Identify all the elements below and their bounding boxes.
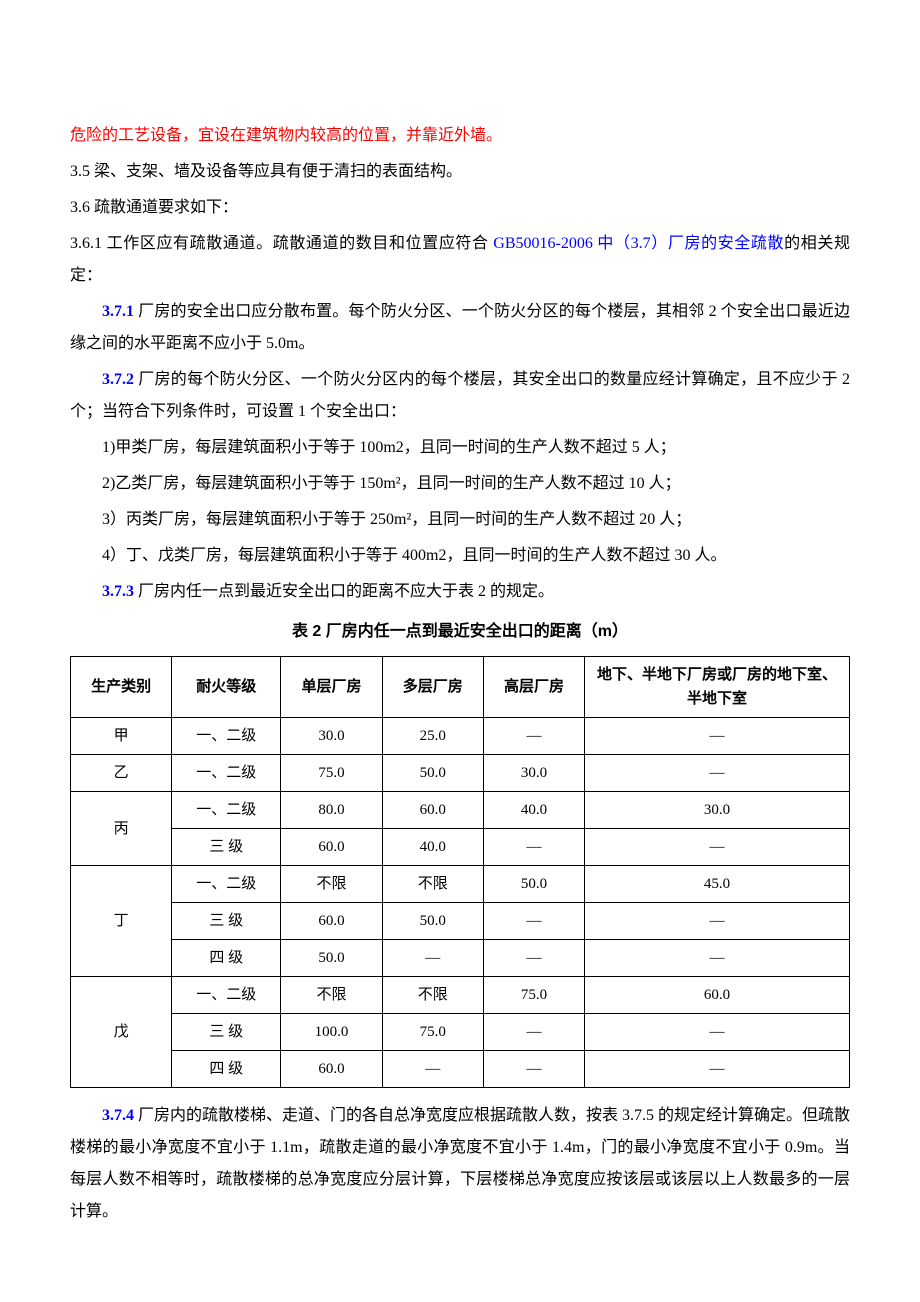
table-cell: 不限	[281, 977, 382, 1014]
table-row: 四 级 50.0 — — —	[71, 940, 850, 977]
table-2-title: 表 2 厂房内任一点到最近安全出口的距离（m）	[70, 616, 850, 648]
table-cell: 30.0	[585, 792, 850, 829]
table-row: 三 级 60.0 40.0 — —	[71, 829, 850, 866]
table-cell: 60.0	[281, 829, 382, 866]
table-cell: 75.0	[483, 977, 584, 1014]
table-row: 甲 一、二级 30.0 25.0 — —	[71, 718, 850, 755]
table-cell-level: 一、二级	[172, 977, 281, 1014]
table-cell: —	[483, 903, 584, 940]
paragraph-3-6: 3.6 疏散通道要求如下：	[70, 192, 850, 224]
paragraph-3-7-1: 3.7.1 厂房的安全出口应分散布置。每个防火分区、一个防火分区的每个楼层，其相…	[70, 296, 850, 360]
table-cell: 30.0	[483, 755, 584, 792]
table-cell-cat: 戊	[71, 977, 172, 1088]
clause-number-3-7-1: 3.7.1	[102, 303, 134, 320]
table-cell: —	[382, 1051, 483, 1088]
table-cell-level: 一、二级	[172, 755, 281, 792]
clause-text-3-7-4: 厂房内的疏散楼梯、走道、门的各自总净宽度应根据疏散人数，按表 3.7.5 的规定…	[70, 1107, 850, 1220]
table-cell-level: 三 级	[172, 903, 281, 940]
paragraph-red-warning: 危险的工艺设备，宜设在建筑物内较高的位置，并靠近外墙。	[70, 120, 850, 152]
table-header-row: 生产类别 耐火等级 单层厂房 多层厂房 高层厂房 地下、半地下厂房或厂房的地下室…	[71, 657, 850, 718]
table-row: 乙 一、二级 75.0 50.0 30.0 —	[71, 755, 850, 792]
table-row: 丙 一、二级 80.0 60.0 40.0 30.0	[71, 792, 850, 829]
table-cell-level: 一、二级	[172, 792, 281, 829]
table-cell-cat: 丁	[71, 866, 172, 977]
paragraph-3-7-3: 3.7.3 厂房内任一点到最近安全出口的距离不应大于表 2 的规定。	[70, 576, 850, 608]
list-item-1: 1)甲类厂房，每层建筑面积小于等于 100m2，且同一时间的生产人数不超过 5 …	[70, 432, 850, 464]
table-cell: 不限	[382, 866, 483, 903]
paragraph-3-6-1-standard: GB50016-2006 中（3.7）厂房的安全疏散	[493, 235, 784, 252]
paragraph-3-6-1-prefix: 3.6.1 工作区应有疏散通道。疏散通道的数目和位置应符合	[70, 235, 493, 252]
table-cell: —	[483, 1014, 584, 1051]
table-header-multi-floor: 多层厂房	[382, 657, 483, 718]
table-cell-cat: 丙	[71, 792, 172, 866]
table-cell: 60.0	[382, 792, 483, 829]
table-cell: —	[483, 718, 584, 755]
list-item-2: 2)乙类厂房，每层建筑面积小于等于 150m²，且同一时间的生产人数不超过 10…	[70, 468, 850, 500]
table-row: 三 级 60.0 50.0 — —	[71, 903, 850, 940]
list-item-3: 3）丙类厂房，每层建筑面积小于等于 250m²，且同一时间的生产人数不超过 20…	[70, 504, 850, 536]
table-cell: —	[585, 829, 850, 866]
table-row: 丁 一、二级 不限 不限 50.0 45.0	[71, 866, 850, 903]
table-cell: —	[585, 1051, 850, 1088]
paragraph-3-5: 3.5 梁、支架、墙及设备等应具有便于清扫的表面结构。	[70, 156, 850, 188]
clause-number-3-7-3: 3.7.3	[102, 583, 134, 600]
table-cell: —	[585, 755, 850, 792]
table-header-high-rise: 高层厂房	[483, 657, 584, 718]
table-cell-level: 四 级	[172, 940, 281, 977]
table-cell: 100.0	[281, 1014, 382, 1051]
table-cell: —	[483, 829, 584, 866]
clause-number-3-7-4: 3.7.4	[102, 1107, 134, 1124]
table-cell: 60.0	[281, 1051, 382, 1088]
table-cell: 40.0	[382, 829, 483, 866]
table-cell: —	[382, 940, 483, 977]
table-cell-level: 一、二级	[172, 866, 281, 903]
table-cell: 30.0	[281, 718, 382, 755]
clause-text-3-7-1: 厂房的安全出口应分散布置。每个防火分区、一个防火分区的每个楼层，其相邻 2 个安…	[70, 303, 850, 352]
table-cell: 不限	[382, 977, 483, 1014]
table-cell: 25.0	[382, 718, 483, 755]
clause-number-3-7-2: 3.7.2	[102, 371, 134, 388]
list-item-4: 4）丁、戊类厂房，每层建筑面积小于等于 400m2，且同一时间的生产人数不超过 …	[70, 540, 850, 572]
table-cell: 50.0	[483, 866, 584, 903]
table-header-single-floor: 单层厂房	[281, 657, 382, 718]
table-cell: —	[585, 1014, 850, 1051]
table-row: 四 级 60.0 — — —	[71, 1051, 850, 1088]
table-cell: —	[585, 940, 850, 977]
table-2-distance: 生产类别 耐火等级 单层厂房 多层厂房 高层厂房 地下、半地下厂房或厂房的地下室…	[70, 656, 850, 1088]
table-cell: 40.0	[483, 792, 584, 829]
clause-text-3-7-2: 厂房的每个防火分区、一个防火分区内的每个楼层，其安全出口的数量应经计算确定，且不…	[70, 371, 850, 420]
paragraph-3-7-4: 3.7.4 厂房内的疏散楼梯、走道、门的各自总净宽度应根据疏散人数，按表 3.7…	[70, 1100, 850, 1228]
table-cell-level: 三 级	[172, 829, 281, 866]
table-header-underground: 地下、半地下厂房或厂房的地下室、半地下室	[585, 657, 850, 718]
table-cell: 75.0	[382, 1014, 483, 1051]
clause-text-3-7-3: 厂房内任一点到最近安全出口的距离不应大于表 2 的规定。	[134, 583, 554, 600]
table-cell-level: 三 级	[172, 1014, 281, 1051]
table-cell-level: 一、二级	[172, 718, 281, 755]
table-cell: 60.0	[585, 977, 850, 1014]
table-cell: —	[483, 940, 584, 977]
table-header-fire-grade: 耐火等级	[172, 657, 281, 718]
table-cell: —	[585, 718, 850, 755]
table-cell: 50.0	[382, 755, 483, 792]
table-cell: 80.0	[281, 792, 382, 829]
paragraph-3-6-1: 3.6.1 工作区应有疏散通道。疏散通道的数目和位置应符合 GB50016-20…	[70, 228, 850, 292]
table-header-category: 生产类别	[71, 657, 172, 718]
table-cell: 60.0	[281, 903, 382, 940]
table-cell-level: 四 级	[172, 1051, 281, 1088]
table-cell: 50.0	[382, 903, 483, 940]
table-cell: 不限	[281, 866, 382, 903]
table-cell-cat: 甲	[71, 718, 172, 755]
table-cell: 45.0	[585, 866, 850, 903]
table-cell: —	[483, 1051, 584, 1088]
table-row: 三 级 100.0 75.0 — —	[71, 1014, 850, 1051]
table-row: 戊 一、二级 不限 不限 75.0 60.0	[71, 977, 850, 1014]
table-cell: —	[585, 903, 850, 940]
table-cell: 50.0	[281, 940, 382, 977]
table-cell-cat: 乙	[71, 755, 172, 792]
paragraph-3-7-2: 3.7.2 厂房的每个防火分区、一个防火分区内的每个楼层，其安全出口的数量应经计…	[70, 364, 850, 428]
table-cell: 75.0	[281, 755, 382, 792]
